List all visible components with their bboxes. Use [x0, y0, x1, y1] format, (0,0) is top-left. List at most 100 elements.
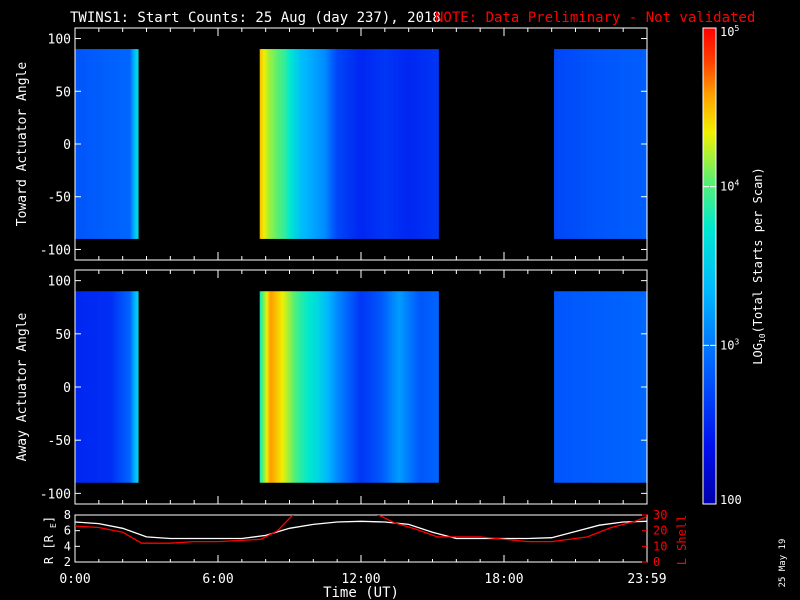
away-pixel-column: [563, 291, 566, 483]
toward-pixel-column: [302, 49, 305, 239]
away-pixel-column: [274, 291, 276, 483]
toward-pixel-column: [427, 49, 430, 239]
away-pixel-column: [318, 291, 320, 483]
time-xtick-label: 12:00: [341, 572, 380, 587]
toward-pixel-column: [383, 49, 386, 239]
away-pixel-column: [414, 291, 417, 483]
toward-pixel-column: [85, 49, 88, 239]
toward-pixel-column: [294, 49, 296, 239]
toward-pixel-column: [611, 49, 613, 239]
toward-pixel-column: [581, 49, 584, 239]
away-pixel-column: [330, 291, 332, 483]
away-pixel-column: [415, 291, 418, 483]
away-pixel-column: [86, 291, 89, 483]
toward-pixel-column: [89, 49, 91, 239]
toward-pixel-column: [411, 49, 413, 239]
toward-ytick-label: 50: [55, 85, 71, 100]
toward-pixel-column: [109, 49, 112, 239]
away-pixel-column: [399, 291, 401, 483]
away-pixel-column: [432, 291, 435, 483]
away-pixel-column: [126, 291, 128, 483]
toward-pixel-column: [432, 49, 435, 239]
away-pixel-column: [98, 291, 101, 483]
toward-pixel-column: [339, 49, 342, 239]
away-pixel-column: [282, 291, 284, 483]
toward-pixel-column: [316, 49, 319, 239]
away-pixel-column: [91, 291, 94, 483]
away-pixel-column: [565, 291, 568, 483]
colorbar-tick-base: 10: [720, 25, 734, 39]
away-pixel-column: [85, 291, 88, 483]
toward-pixel-column: [394, 49, 396, 239]
away-pixel-column: [593, 291, 595, 483]
toward-pixel-column: [92, 49, 95, 239]
toward-pixel-column: [437, 49, 439, 239]
toward-pixel-column: [131, 49, 133, 239]
away-pixel-column: [322, 291, 325, 483]
away-pixel-column: [390, 291, 393, 483]
toward-pixel-column: [400, 49, 402, 239]
toward-pixel-column: [358, 49, 361, 239]
lshell-axis-label: L Shell: [675, 515, 689, 566]
away-pixel-column: [92, 291, 95, 483]
toward-pixel-column: [103, 49, 106, 239]
toward-pixel-column: [320, 49, 323, 239]
toward-pixel-column: [290, 49, 293, 239]
toward-pixel-column: [297, 49, 300, 239]
toward-pixel-column: [635, 49, 637, 239]
away-pixel-column: [393, 291, 395, 483]
toward-pixel-column: [569, 49, 572, 239]
toward-pixel-column: [352, 49, 355, 239]
toward-pixel-column: [388, 49, 390, 239]
time-x-axis: 0:00 6:00 12:00 18:00 23:59: [59, 555, 667, 587]
away-pixel-column: [302, 291, 305, 483]
toward-pixel-column: [318, 49, 320, 239]
toward-pixel-column: [333, 49, 336, 239]
away-pixel-column: [602, 291, 605, 483]
time-xtick-label: 18:00: [484, 572, 523, 587]
away-pixel-column: [263, 291, 265, 483]
toward-pixel-column: [96, 49, 99, 239]
away-pixel-column: [407, 291, 410, 483]
toward-pixel-column: [276, 49, 278, 239]
away-pixel-column: [570, 291, 573, 483]
away-pixel-column: [581, 291, 584, 483]
radius-line: [75, 520, 647, 540]
away-pixel-column: [84, 291, 87, 483]
away-pixel-column: [589, 291, 592, 483]
toward-pixel-column: [115, 49, 118, 239]
toward-pixel-column: [631, 49, 634, 239]
away-pixel-column: [327, 291, 330, 483]
toward-pixel-column: [136, 49, 139, 239]
away-pixel-column: [427, 291, 430, 483]
toward-pixel-column: [570, 49, 573, 239]
away-pixel-column: [359, 291, 362, 483]
toward-pixel-column: [596, 49, 599, 239]
away-pixel-column: [294, 291, 296, 483]
away-pixel-column: [94, 291, 96, 483]
away-pixel-column: [437, 291, 439, 483]
radius-ytick-label: 6: [64, 524, 71, 538]
toward-pixel-column: [375, 49, 377, 239]
toward-pixel-column: [433, 49, 436, 239]
colorbar-tick-label: 104: [720, 179, 739, 194]
away-pixel-column: [328, 291, 331, 483]
away-pixel-column: [303, 291, 306, 483]
away-pixel-column: [575, 291, 578, 483]
away-pixel-column: [315, 291, 318, 483]
away-pixel-column: [430, 291, 432, 483]
toward-pixel-column: [350, 49, 352, 239]
toward-pixel-column: [608, 49, 611, 239]
away-pixel-column: [297, 291, 300, 483]
away-pixel-column: [314, 291, 317, 483]
away-pixel-column: [375, 291, 377, 483]
toward-pixel-column: [573, 49, 575, 239]
toward-ytick-label: -100: [40, 243, 71, 258]
toward-pixel-column: [589, 49, 592, 239]
toward-pixel-column: [417, 49, 419, 239]
away-pixel-column: [113, 291, 115, 483]
toward-pixel-column: [564, 49, 567, 239]
toward-pixel-column: [108, 49, 110, 239]
away-pixel-column: [281, 291, 283, 483]
